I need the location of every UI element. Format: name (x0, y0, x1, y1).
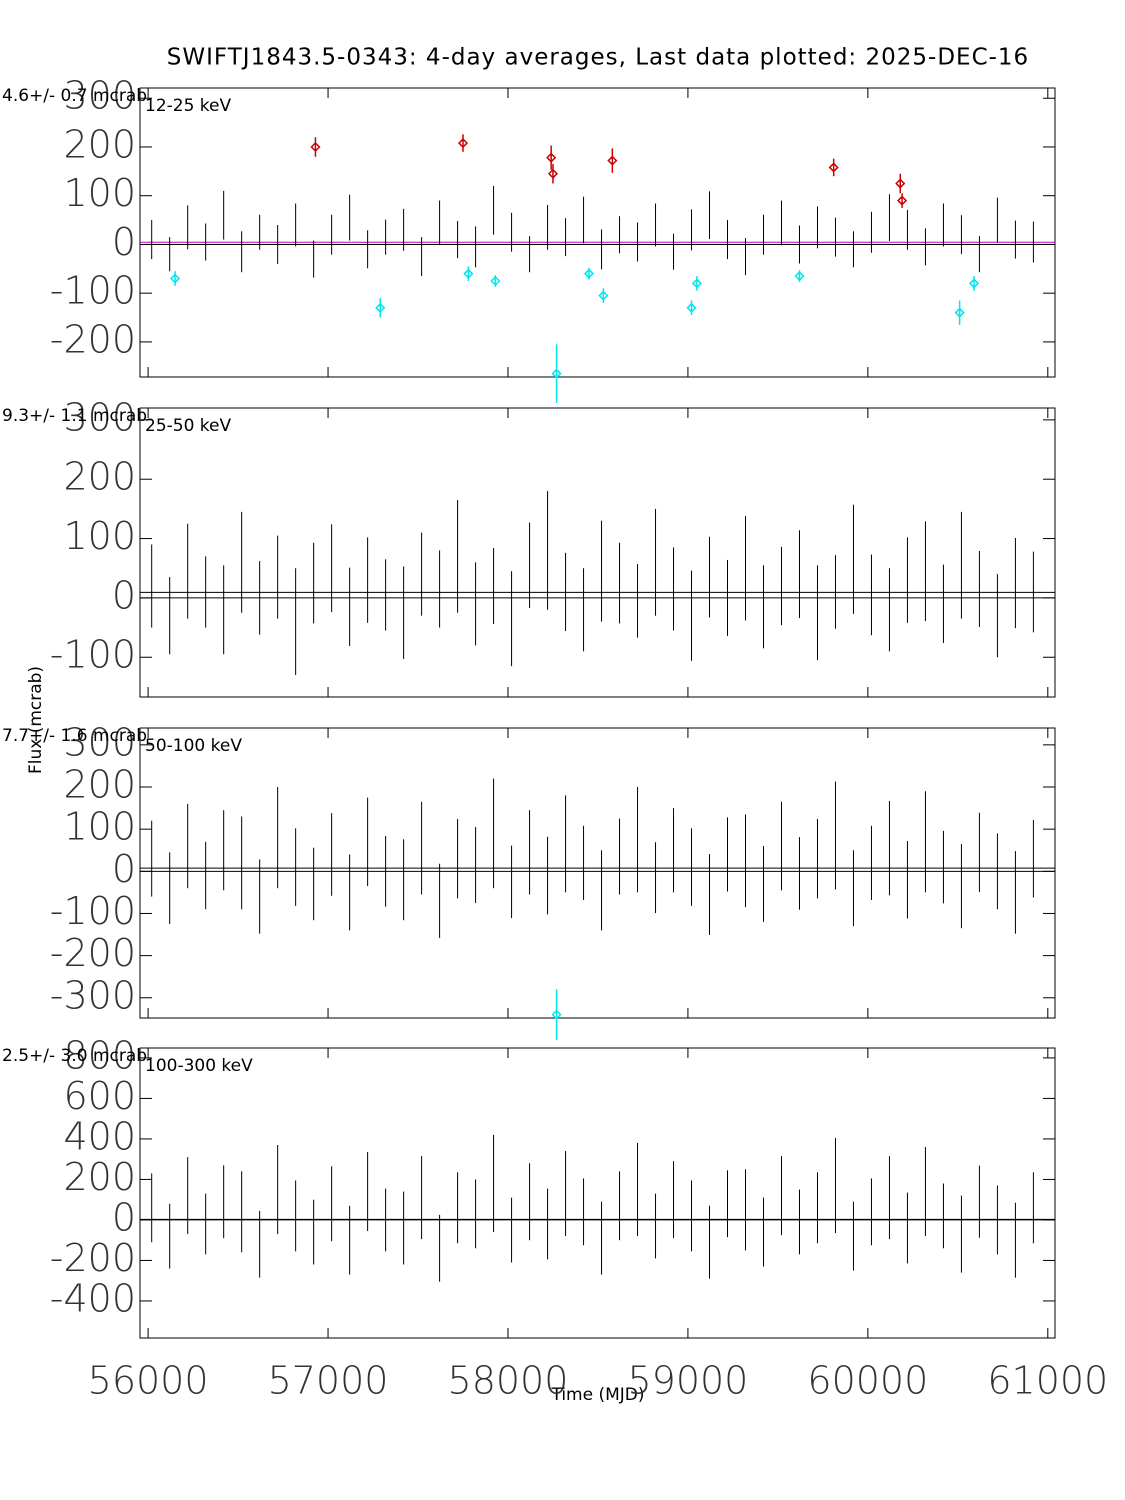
y-tick-label: 100 (63, 805, 136, 849)
panel-frame (139, 727, 1056, 1019)
highlight-point (490, 275, 501, 287)
band-label: 25-50 keV (145, 416, 231, 436)
x-tick-label: 60000 (807, 1359, 928, 1403)
band-label: 12-25 keV (145, 96, 231, 116)
highlight-point (583, 268, 595, 279)
y-tick-label: 200 (63, 1155, 136, 1199)
y-tick-label: 300 (63, 720, 136, 764)
y-tick-label: 0 (112, 1195, 136, 1239)
x-tick-label: 56000 (88, 1359, 209, 1403)
y-tick-label: 400 (63, 1114, 136, 1158)
highlight-point (551, 1009, 562, 1020)
rate-label: 7.7+/- 1.6 mcrab (2, 726, 147, 746)
highlight-point (546, 152, 557, 163)
highlight-point (170, 273, 181, 284)
y-tick-label: 800 (63, 1033, 136, 1077)
highlight-point (457, 138, 469, 149)
y-tick-label: 200 (63, 763, 136, 807)
y-tick-label: -200 (50, 931, 136, 975)
highlight-point (794, 271, 805, 282)
panel-frame (139, 407, 1056, 698)
y-axis-label: Flux (mcrab) (26, 666, 46, 774)
highlight-point (954, 307, 965, 318)
y-tick-label: -300 (50, 973, 136, 1017)
rate-label: 9.3+/- 1.1 mcrab (2, 406, 147, 426)
y-tick-label: 200 (63, 455, 136, 499)
y-tick-label: 0 (112, 847, 136, 891)
y-tick-label: 100 (63, 514, 136, 558)
x-tick-label: 61000 (987, 1359, 1108, 1403)
highlight-point (607, 155, 618, 166)
highlight-point (598, 290, 609, 301)
highlight-point (375, 302, 386, 313)
highlight-point (551, 368, 562, 379)
x-axis-label: Time (MJD) (550, 1385, 644, 1405)
highlight-point (828, 162, 839, 173)
y-tick-label: -100 (50, 269, 136, 313)
band-label: 50-100 keV (145, 736, 242, 756)
y-tick-label: -100 (50, 633, 136, 677)
highlight-point (896, 195, 908, 206)
highlight-point (691, 278, 702, 289)
rate-label: 2.5+/- 3.0 mcrab (2, 1046, 147, 1066)
rate-label: 4.6+/- 0.7 mcrab (2, 86, 147, 106)
panel-frame (139, 87, 1056, 378)
y-tick-label: -400 (50, 1276, 136, 1320)
highlight-point (463, 268, 474, 279)
band-label: 100-300 keV (145, 1056, 253, 1076)
y-tick-label: -100 (50, 889, 136, 933)
highlight-point (547, 168, 559, 179)
x-tick-label: 59000 (627, 1359, 748, 1403)
y-tick-label: -200 (50, 1236, 136, 1280)
highlight-point (310, 141, 321, 153)
y-tick-label: 100 (63, 171, 136, 215)
y-tick-label: 0 (112, 573, 136, 617)
y-tick-label: 200 (63, 122, 136, 166)
y-tick-label: 300 (63, 74, 136, 118)
highlight-point (895, 178, 906, 189)
panel-frame (139, 1047, 1056, 1339)
chart-title: SWIFTJ1843.5-0343: 4-day averages, Last … (167, 45, 1029, 71)
highlight-point (968, 278, 980, 289)
x-tick-label: 57000 (268, 1359, 389, 1403)
y-tick-label: 600 (63, 1074, 136, 1118)
y-tick-label: -200 (50, 317, 136, 361)
y-tick-label: 0 (112, 220, 136, 264)
y-tick-label: 300 (63, 395, 136, 439)
highlight-point (686, 302, 697, 313)
x-tick-label: 58000 (448, 1359, 569, 1403)
